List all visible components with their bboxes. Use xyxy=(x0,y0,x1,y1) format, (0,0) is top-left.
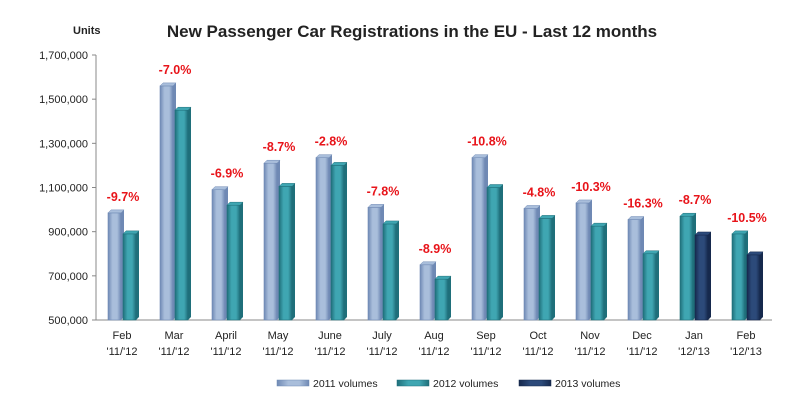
percent-change-label: -4.8% xyxy=(523,185,556,199)
bar-2012-volumes xyxy=(174,106,192,321)
x-tick-label-years: '11/'12 xyxy=(107,346,138,358)
y-tick-label: 1,300,000 xyxy=(39,138,88,150)
x-tick-label-years: '11/'12 xyxy=(575,346,606,358)
x-tick-label-month: Aug xyxy=(424,330,444,342)
x-tick-label-month: Oct xyxy=(529,330,546,342)
chart-title: New Passenger Car Registrations in the E… xyxy=(167,22,657,41)
bar-2012-volumes xyxy=(642,250,660,321)
percent-change-label: -10.8% xyxy=(467,135,507,149)
y-tick-label: 900,000 xyxy=(48,227,88,239)
bars xyxy=(107,82,764,321)
x-tick-label-years: '11/'12 xyxy=(263,346,294,358)
legend-item: 2011 volumes xyxy=(276,378,378,390)
legend-label: 2013 volumes xyxy=(555,378,620,390)
x-tick-label-month: May xyxy=(268,330,289,342)
bar-2011-volumes xyxy=(471,154,489,321)
percent-change-label: -16.3% xyxy=(623,197,663,211)
y-tick-label: 1,700,000 xyxy=(39,50,88,62)
bar-2011-volumes xyxy=(315,154,333,321)
x-tick-label-month: Jan xyxy=(685,330,703,342)
bar-2012-volumes xyxy=(278,183,296,321)
x-tick-label-years: '11/'12 xyxy=(315,346,346,358)
x-tick-label-years: '12/'13 xyxy=(678,346,710,358)
percent-change-labels: -9.7% -7.0% -6.9% -8.7% -2.8% -7.8% -8.9% -10.8… xyxy=(107,63,767,256)
legend: 2011 volumes 2012 volumes 2013 volumes xyxy=(276,378,620,390)
percent-change-label: -2.8% xyxy=(315,135,348,149)
percent-change-label: -7.0% xyxy=(159,63,192,77)
bar-2012-volumes xyxy=(122,230,140,321)
legend-item: 2013 volumes xyxy=(518,378,620,390)
legend-label: 2012 volumes xyxy=(433,378,498,390)
bar-2013-volumes xyxy=(746,251,764,321)
bar-2013-volumes xyxy=(694,231,712,321)
bar-2012-volumes xyxy=(382,220,400,321)
x-tick-label-years: '11/'12 xyxy=(419,346,450,358)
x-tick-label-years: '11/'12 xyxy=(159,346,190,358)
percent-change-label: -10.3% xyxy=(571,180,611,194)
y-axis-label: Units xyxy=(73,25,101,37)
bar-2011-volumes xyxy=(419,261,437,321)
y-tick-label: 500,000 xyxy=(48,315,88,327)
x-tick-label-month: July xyxy=(372,330,392,342)
legend-label: 2011 volumes xyxy=(313,378,378,390)
y-tick-label: 700,000 xyxy=(48,271,88,283)
bar-2011-volumes xyxy=(211,186,229,321)
percent-change-label: -6.9% xyxy=(211,167,244,181)
percent-change-label: -9.7% xyxy=(107,190,140,204)
legend-swatch xyxy=(518,379,552,387)
x-tick-label-month: Nov xyxy=(580,330,600,342)
x-tick-label-month: April xyxy=(215,330,237,342)
x-tick-label-month: June xyxy=(318,330,342,342)
x-tick-label-month: Mar xyxy=(165,330,184,342)
x-tick-label-month: Dec xyxy=(632,330,652,342)
bar-2012-volumes xyxy=(226,201,244,321)
bar-2011-volumes xyxy=(575,199,593,321)
percent-change-label: -10.5% xyxy=(727,211,767,225)
bar-2012-volumes xyxy=(330,162,348,321)
bar-2012-volumes xyxy=(731,230,749,321)
percent-change-label: -8.9% xyxy=(419,242,452,256)
bar-2012-volumes xyxy=(679,212,697,321)
x-tick-label-years: '11/'12 xyxy=(523,346,554,358)
percent-change-label: -8.7% xyxy=(679,193,712,207)
x-axis-ticks: Feb '11/'12 Mar '11/'12 April '11/'12 May '11/'… xyxy=(107,330,762,358)
bar-2011-volumes xyxy=(367,204,385,321)
bar-2011-volumes xyxy=(523,205,541,321)
bar-2012-volumes xyxy=(434,275,452,321)
legend-swatch xyxy=(276,379,310,387)
x-tick-label-years: '11/'12 xyxy=(471,346,502,358)
x-tick-label-years: '11/'12 xyxy=(367,346,398,358)
bar-2011-volumes xyxy=(627,216,645,321)
legend-item: 2012 volumes xyxy=(396,378,498,390)
y-tick-label: 1,100,000 xyxy=(39,183,88,195)
y-axis-ticks: 500,000 700,000 900,000 1,100,000 1,300,000 1… xyxy=(39,50,96,327)
legend-swatch xyxy=(396,379,430,387)
bar-2011-volumes xyxy=(159,82,177,321)
x-tick-label-years: '11/'12 xyxy=(211,346,242,358)
percent-change-label: -7.8% xyxy=(367,184,400,198)
bar-2011-volumes xyxy=(107,209,125,321)
x-tick-label-years: '12/'13 xyxy=(730,346,762,358)
bar-2011-volumes xyxy=(263,159,281,321)
x-tick-label-month: Feb xyxy=(113,330,132,342)
x-tick-label-years: '11/'12 xyxy=(627,346,658,358)
bar-2012-volumes xyxy=(590,222,608,321)
bar-2012-volumes xyxy=(486,184,504,321)
x-tick-label-month: Sep xyxy=(476,330,496,342)
percent-change-label: -8.7% xyxy=(263,140,296,154)
x-tick-label-month: Feb xyxy=(737,330,756,342)
bar-2012-volumes xyxy=(538,215,556,321)
y-tick-label: 1,500,000 xyxy=(39,94,88,106)
